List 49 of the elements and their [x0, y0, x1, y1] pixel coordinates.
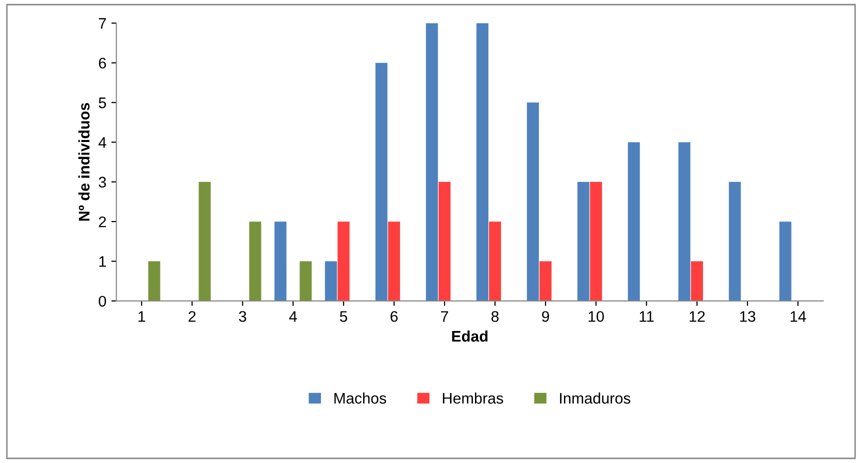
- legend-label: Hembras: [442, 392, 504, 404]
- x-tick-label: 6: [390, 311, 398, 322]
- bar: [438, 182, 451, 301]
- x-tick-label: 7: [441, 311, 448, 322]
- x-axis-title: Edad: [452, 330, 488, 342]
- y-tick-label: 1: [99, 256, 106, 267]
- bar: [388, 222, 400, 301]
- y-tick-label: 7: [98, 18, 106, 29]
- legend-label: Machos: [334, 392, 386, 404]
- x-tick-label: 1: [138, 311, 146, 322]
- bar: [274, 222, 286, 301]
- bar: [249, 222, 262, 301]
- x-tick-label: 2: [188, 311, 196, 322]
- y-tick-label: 3: [98, 176, 106, 188]
- x-tick-label: 3: [238, 311, 246, 322]
- bar: [628, 142, 640, 301]
- legend-label: Inmaduros: [560, 392, 630, 404]
- bar: [324, 261, 337, 301]
- y-tick-label: 0: [98, 296, 106, 307]
- bar: [375, 62, 388, 301]
- x-tick-label: 9: [542, 311, 550, 322]
- bar: [476, 23, 488, 301]
- bar: [300, 261, 312, 301]
- y-tick-label: 5: [98, 98, 106, 108]
- y-tick-label: 6: [98, 58, 106, 69]
- bar: [678, 142, 690, 301]
- x-tick-label: 14: [790, 311, 806, 322]
- bar: [148, 261, 160, 301]
- bar: [779, 222, 792, 301]
- bar: [577, 182, 590, 301]
- bar: [489, 222, 502, 301]
- y-tick-label: 2: [98, 216, 106, 228]
- bar: [728, 182, 741, 301]
- bar: [540, 261, 552, 301]
- bar: [198, 182, 211, 301]
- bar: [690, 261, 703, 301]
- bar: [526, 102, 539, 301]
- y-axis-title: Nº de individuos: [78, 103, 90, 221]
- x-tick-label: 8: [491, 311, 499, 322]
- y-tick-label: 4: [98, 137, 106, 148]
- x-tick-label: 12: [690, 311, 705, 322]
- x-tick-label: 11: [640, 311, 654, 322]
- x-tick-label: 13: [740, 311, 756, 322]
- x-tick-label: 5: [340, 311, 348, 322]
- bar: [426, 23, 438, 301]
- x-tick-label: 10: [588, 311, 604, 322]
- bar: [590, 182, 602, 301]
- x-tick-label: 4: [289, 311, 297, 322]
- bar: [338, 222, 350, 301]
